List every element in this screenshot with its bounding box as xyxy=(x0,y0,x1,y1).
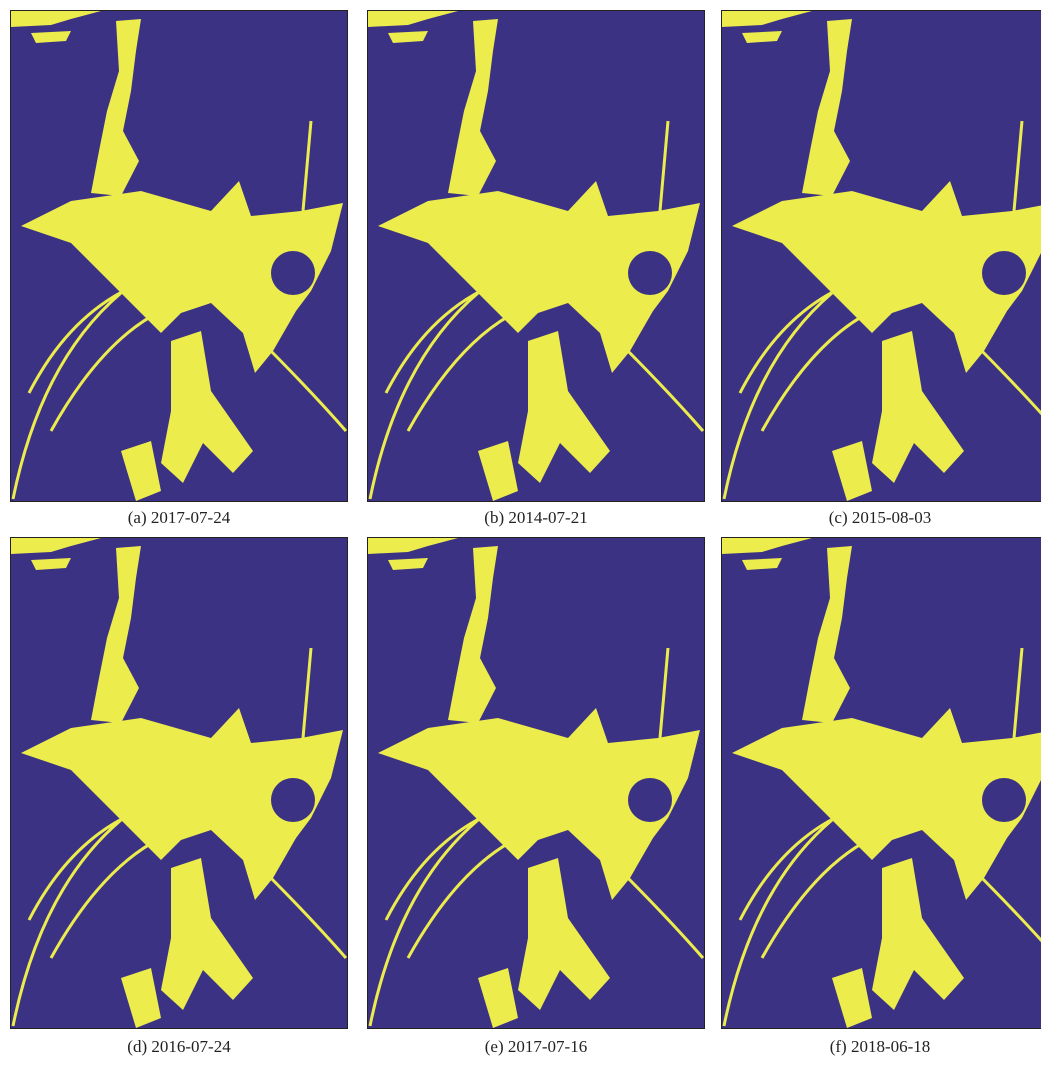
water-map xyxy=(368,538,705,1029)
map-panel xyxy=(367,10,705,502)
caption: (f) 2018-06-18 xyxy=(711,1037,1041,1057)
map-panel xyxy=(367,537,705,1029)
caption: (a) 2017-07-24 xyxy=(10,508,348,528)
water-map xyxy=(722,538,1041,1029)
water-map xyxy=(368,11,705,502)
map-panel xyxy=(721,537,1041,1029)
water-map xyxy=(722,11,1041,502)
caption: (d) 2016-07-24 xyxy=(10,1037,348,1057)
water-map xyxy=(11,538,348,1029)
caption: (b) 2014-07-21 xyxy=(367,508,705,528)
water-map xyxy=(11,11,348,502)
map-panel xyxy=(721,10,1041,502)
map-panel xyxy=(10,10,348,502)
map-panel xyxy=(10,537,348,1029)
caption: (c) 2015-08-03 xyxy=(711,508,1041,528)
caption: (e) 2017-07-16 xyxy=(367,1037,705,1057)
figure: (a) 2017-07-24 (b) 2014-07-21 (c) 2015-0… xyxy=(0,0,1041,1077)
